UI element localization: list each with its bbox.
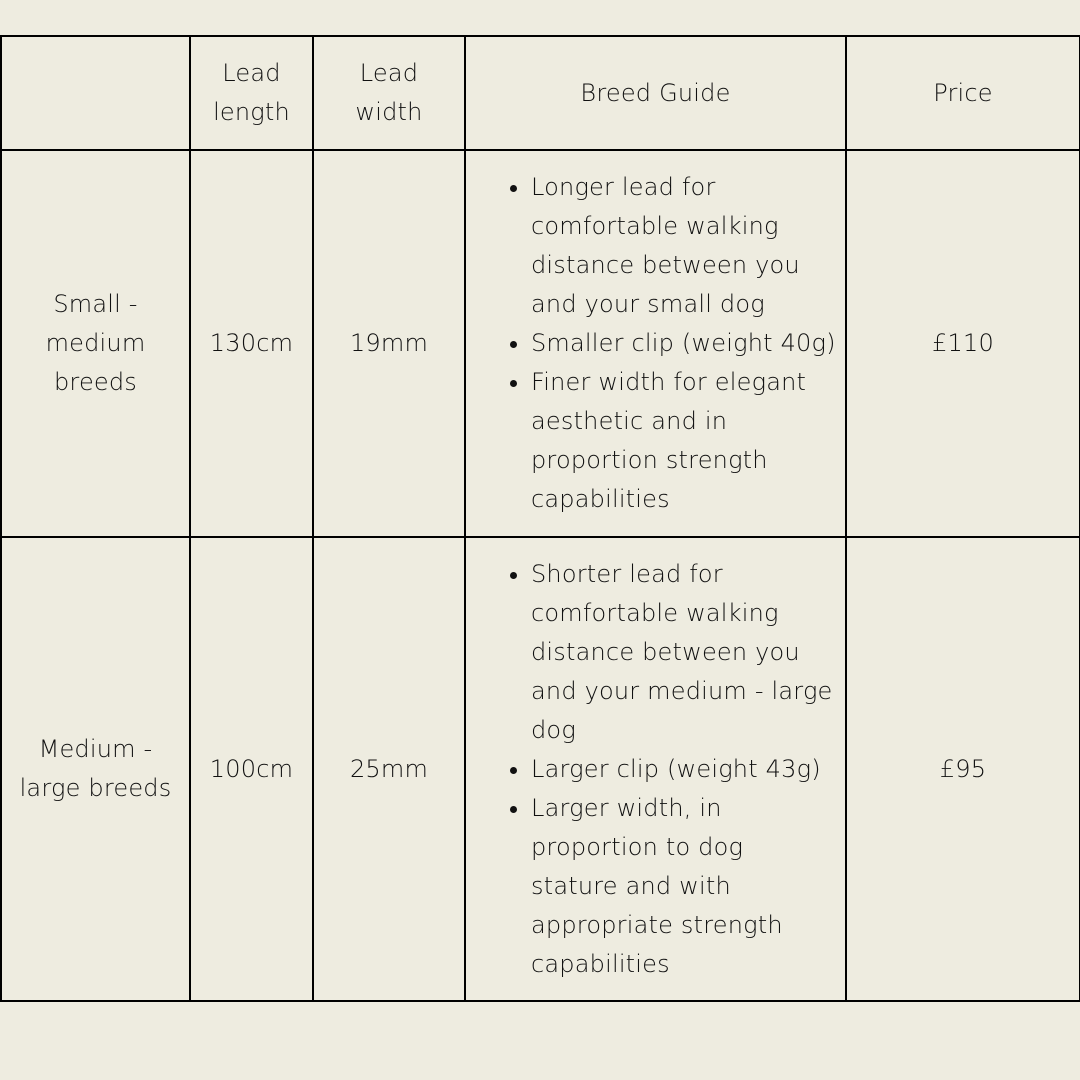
header-cell: Price [845, 35, 1080, 151]
length-cell: 130cm [189, 149, 314, 538]
header-cell: Lead length [189, 35, 314, 151]
guide-list: Shorter lead for comfortable walking dis… [491, 555, 837, 984]
width-cell: 25mm [312, 536, 466, 1002]
header-cell [0, 35, 191, 151]
guide-cell: Longer lead for comfortable walking dist… [464, 149, 847, 538]
guide-item: Larger clip (weight 43g) [531, 750, 837, 789]
header-cell: Breed Guide [464, 35, 847, 151]
price-cell: £110 [845, 149, 1080, 538]
row: Small - medium breeds 130cm 19mm Longer … [0, 149, 1080, 538]
row: Medium - large breeds 100cm 25mm Shorter… [0, 536, 1080, 1002]
guide-list: Longer lead for comfortable walking dist… [491, 168, 837, 519]
guide-item: Longer lead for comfortable walking dist… [531, 168, 837, 324]
breed-cell: Small - medium breeds [0, 149, 191, 538]
guide-item: Finer width for elegant aesthetic and in… [531, 363, 837, 519]
width-cell: 19mm [312, 149, 466, 538]
guide-item: Shorter lead for comfortable walking dis… [531, 555, 837, 750]
guide-item: Smaller clip (weight 40g) [531, 324, 837, 363]
header-row: Lead length Lead width Breed Guide Price [0, 35, 1080, 151]
header-cell: Lead width [312, 35, 466, 151]
guide-cell: Shorter lead for comfortable walking dis… [464, 536, 847, 1002]
breed-cell: Medium - large breeds [0, 536, 191, 1002]
guide-item: Larger width, in proportion to dog statu… [531, 789, 837, 984]
length-cell: 100cm [189, 536, 314, 1002]
price-cell: £95 [845, 536, 1080, 1002]
lead-table: Lead length Lead width Breed Guide Price… [0, 35, 1080, 1002]
